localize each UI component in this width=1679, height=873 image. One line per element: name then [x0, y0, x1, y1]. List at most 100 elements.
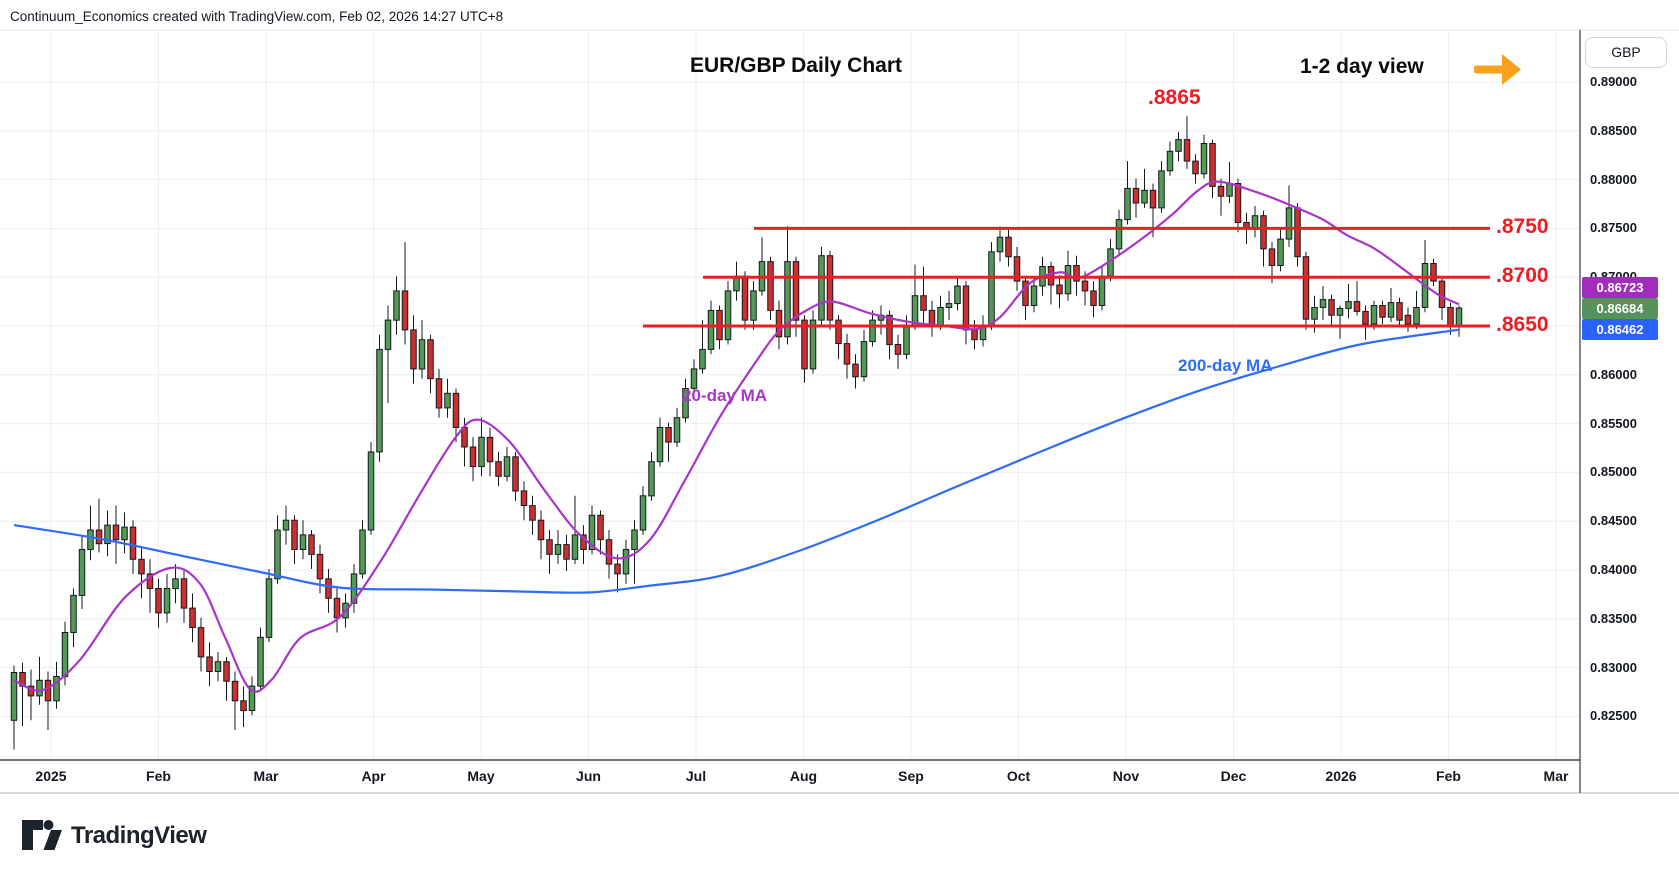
down-candle	[1362, 310, 1369, 325]
ma20-line-label: 20-day MA	[682, 386, 768, 405]
up-candle	[104, 524, 111, 545]
down-candle	[452, 392, 460, 428]
ma200-line-label: 200-day MA	[1178, 356, 1273, 375]
down-candle	[537, 519, 545, 541]
up-candle	[367, 451, 375, 531]
down-candle	[308, 534, 315, 555]
up-candle	[359, 529, 366, 575]
down-candle	[1438, 280, 1446, 309]
up-candle	[673, 417, 681, 443]
up-candle	[1413, 307, 1420, 325]
down-candle	[529, 505, 536, 521]
time-axis-label: Jul	[685, 768, 707, 784]
time-axis-label: Dec	[1220, 768, 1247, 784]
up-candle	[1064, 265, 1072, 295]
time-axis-label: Mar	[253, 768, 279, 784]
up-candle	[945, 303, 953, 309]
up-candle	[588, 514, 596, 550]
up-candle	[869, 319, 876, 343]
up-candle	[699, 348, 706, 370]
up-candle	[70, 594, 77, 634]
up-candle	[36, 679, 43, 697]
up-candle	[809, 319, 817, 370]
price-axis-label: 0.85500	[1590, 415, 1637, 431]
up-candle	[996, 236, 1004, 253]
down-candle	[240, 700, 247, 712]
price-axis-label: 0.84500	[1590, 513, 1637, 529]
time-axis-label: Oct	[1006, 768, 1031, 784]
price-axis-label: 0.85000	[1590, 464, 1637, 480]
time-axis-label: Feb	[1436, 768, 1461, 784]
time-axis-label: Mar	[1543, 768, 1569, 784]
time-axis-label: Feb	[146, 768, 171, 784]
down-candle	[835, 319, 842, 345]
down-candle	[775, 309, 783, 338]
ma20-line	[13, 180, 1460, 693]
down-candle	[469, 446, 477, 467]
up-candle	[1115, 219, 1123, 250]
tradingview-logo-text: TradingView	[71, 821, 207, 849]
up-candle	[724, 290, 732, 341]
down-candle	[316, 553, 324, 580]
up-candle	[648, 461, 655, 497]
time-axis-label: Apr	[361, 768, 386, 784]
down-candle	[1353, 301, 1361, 312]
up-candle	[78, 549, 86, 596]
down-candle	[291, 519, 298, 551]
tradingview-logo-icon	[22, 820, 62, 850]
up-candle	[172, 578, 179, 590]
down-candle	[410, 329, 417, 370]
down-candle	[112, 524, 120, 541]
down-candle	[886, 314, 893, 346]
price-axis-label: 0.88500	[1590, 122, 1637, 138]
up-candle	[1141, 189, 1148, 204]
up-candle	[954, 285, 961, 305]
attribution-text: Continuum_Economics created with Trading…	[10, 9, 504, 24]
down-candle	[206, 656, 213, 673]
time-axis-label: 2025	[35, 768, 67, 784]
time-axis-label: Aug	[789, 768, 818, 784]
up-candle	[554, 544, 562, 555]
view-note-label: 1-2 day view	[1300, 55, 1424, 78]
down-candle	[792, 261, 800, 321]
price-axis-label: 0.87500	[1590, 220, 1637, 236]
down-candle	[1404, 314, 1412, 325]
price-axis-label: 0.83500	[1590, 610, 1637, 626]
down-candle	[1022, 280, 1029, 307]
up-candle	[988, 251, 995, 326]
down-candle	[1209, 143, 1216, 187]
up-candle	[299, 534, 307, 551]
up-candle	[10, 672, 18, 721]
price-axis-label: 0.84000	[1590, 562, 1637, 577]
price-axis-label: 0.88000	[1590, 171, 1637, 187]
down-candle	[971, 329, 978, 341]
up-candle	[503, 456, 511, 477]
down-candle	[231, 680, 239, 702]
up-candle	[631, 529, 638, 550]
chart-title: EUR/GBP Daily Chart	[690, 54, 902, 77]
ma20-price-badge: 0.86723	[1582, 276, 1658, 298]
down-candle	[1005, 236, 1012, 258]
up-candle	[87, 529, 94, 550]
up-candle	[1158, 170, 1165, 209]
down-candle	[605, 539, 613, 565]
up-candle	[784, 261, 791, 338]
candlestick-series	[10, 116, 1463, 750]
up-candle	[750, 290, 757, 321]
down-candle	[333, 597, 341, 619]
ma200-price-badge: 0.86462	[1582, 319, 1658, 341]
down-candle	[741, 275, 749, 321]
down-candle	[1379, 305, 1386, 318]
price-axis-unit-button[interactable]: GBP	[1585, 37, 1667, 68]
down-candle	[843, 343, 851, 365]
down-candle	[801, 319, 808, 370]
up-candle	[818, 255, 825, 321]
up-candle	[444, 392, 451, 409]
down-candle	[1192, 160, 1199, 175]
up-candle	[1285, 207, 1293, 240]
time-axis-label: Jun	[576, 768, 601, 784]
down-candle	[597, 514, 604, 541]
